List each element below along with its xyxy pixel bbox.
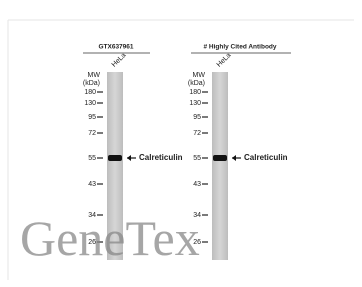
figure: GTX637961HeLaMW(kDa)180130957255433426Ca… <box>0 0 362 282</box>
band-label: Calreticulin <box>139 153 183 162</box>
band <box>213 155 227 161</box>
panel-title: # Highly Cited Antibody <box>203 44 276 51</box>
marker-label: 180 <box>189 89 201 96</box>
marker-label: 43 <box>193 181 201 188</box>
mw-unit: (kDa) <box>83 80 100 87</box>
marker-label: 43 <box>88 181 96 188</box>
marker-label: 130 <box>189 100 201 107</box>
band-label: Calreticulin <box>244 153 288 162</box>
marker-label: 55 <box>88 155 96 162</box>
marker-label: 95 <box>88 114 96 121</box>
lane <box>212 72 228 260</box>
marker-label: 55 <box>193 155 201 162</box>
marker-label: 72 <box>88 130 96 137</box>
watermark: GeneTex <box>20 210 200 266</box>
mw-label: MW <box>193 72 206 79</box>
mw-label: MW <box>88 72 101 79</box>
band <box>108 155 122 161</box>
marker-label: 95 <box>193 114 201 121</box>
marker-label: 180 <box>84 89 96 96</box>
marker-label: 72 <box>193 130 201 137</box>
mw-unit: (kDa) <box>188 80 205 87</box>
marker-label: 130 <box>84 100 96 107</box>
panel-title: GTX637961 <box>98 44 133 51</box>
